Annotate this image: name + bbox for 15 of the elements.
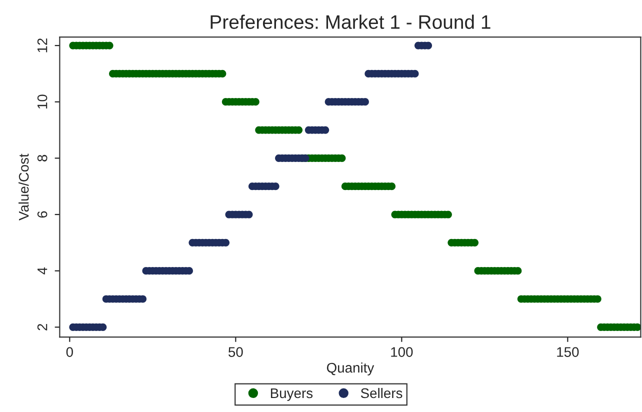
y-tick-label: 10 [37,94,48,109]
x-tick-label: 50 [228,347,243,357]
y-axis-title: Value/Cost [18,154,29,220]
y-tick-label: 12 [37,38,48,52]
y-tick-label: 6 [37,211,48,218]
legend-label: Buyers [270,388,313,401]
y-tick-label: 8 [37,154,48,162]
chart-title: Preferences: Market 1 - Round 1 [210,14,490,29]
x-axis-title: Quanity [326,362,374,376]
x-tick-label: 0 [66,347,73,357]
y-tick-label: 4 [38,267,48,274]
x-tick-label: 150 [557,347,579,357]
x-tick-label: 100 [391,347,413,357]
legend-label: Sellers [360,388,402,398]
y-tick-label: 2 [37,324,48,330]
